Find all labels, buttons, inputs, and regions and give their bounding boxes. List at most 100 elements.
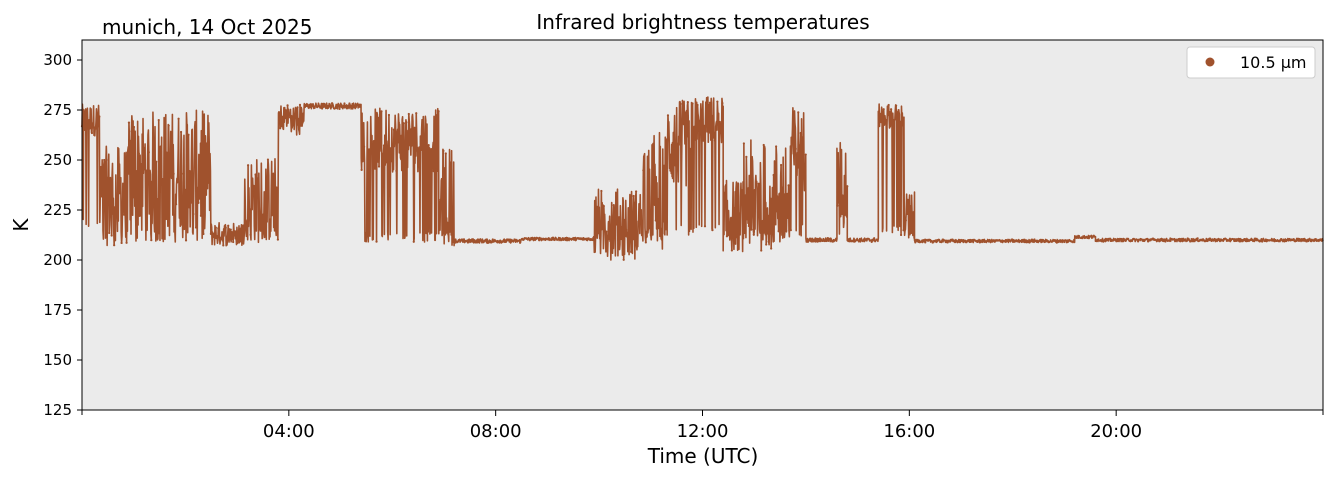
data-point: [120, 241, 123, 245]
data-point: [395, 169, 398, 173]
data-point: [197, 201, 200, 204]
data-point: [1191, 240, 1194, 243]
data-point: [981, 238, 984, 242]
data-point: [284, 114, 287, 117]
data-point: [242, 224, 245, 227]
data-point: [993, 240, 996, 243]
data-point: [100, 188, 103, 191]
data-point: [345, 107, 349, 110]
data-point: [841, 212, 844, 216]
data-point: [760, 249, 763, 252]
data-point: [875, 238, 878, 241]
data-point: [1063, 240, 1066, 244]
data-point: [853, 238, 856, 241]
data-point: [578, 237, 581, 240]
data-point: [1213, 238, 1217, 241]
data-point: [523, 237, 526, 240]
data-point: [474, 241, 477, 244]
data-point: [730, 249, 733, 252]
data-point: [1226, 239, 1229, 242]
data-point: [698, 119, 702, 122]
data-point: [757, 182, 760, 185]
data-point: [671, 176, 675, 180]
data-point: [958, 241, 962, 244]
data-point: [1102, 240, 1105, 243]
data-point: [303, 105, 306, 108]
data-point: [855, 238, 858, 241]
data-point: [306, 104, 309, 108]
data-point: [1025, 239, 1029, 242]
data-point: [355, 103, 358, 107]
data-point: [850, 240, 853, 243]
data-point: [1221, 239, 1224, 242]
data-point: [189, 201, 193, 204]
data-point: [1176, 238, 1179, 241]
data-point: [777, 230, 780, 233]
data-point: [454, 238, 457, 241]
data-point: [1073, 238, 1076, 241]
data-point: [481, 239, 484, 243]
data-point: [1166, 239, 1169, 243]
data-point: [693, 138, 697, 141]
data-point: [93, 130, 96, 133]
data-point: [914, 241, 917, 244]
data-point: [1189, 240, 1192, 243]
data-point: [115, 197, 118, 200]
data-point: [491, 238, 494, 241]
data-point: [679, 102, 682, 105]
data-point: [1181, 239, 1184, 243]
data-point: [108, 231, 111, 235]
data-point: [1206, 239, 1209, 243]
data-point: [794, 147, 797, 150]
data-point: [880, 121, 883, 124]
data-point: [1122, 240, 1125, 243]
data-point: [811, 240, 815, 243]
data-point: [868, 238, 871, 241]
data-point: [740, 188, 743, 192]
data-point: [249, 233, 252, 236]
data-point: [676, 164, 679, 167]
data-point: [533, 236, 536, 239]
data-point: [708, 101, 712, 104]
data-point: [647, 227, 650, 230]
data-point: [1149, 238, 1152, 241]
data-point: [649, 233, 652, 237]
data-point: [848, 240, 851, 243]
data-point: [1006, 239, 1009, 242]
data-point: [279, 127, 282, 130]
data-point: [1087, 237, 1090, 240]
data-point: [630, 250, 633, 253]
data-point: [1308, 238, 1311, 241]
data-point: [1080, 236, 1083, 239]
x-tick-label: 16:00: [883, 421, 935, 442]
data-point: [602, 204, 605, 208]
data-point: [261, 232, 265, 235]
data-point: [536, 237, 539, 240]
data-point: [863, 240, 866, 243]
data-point: [281, 115, 284, 118]
data-point: [449, 161, 452, 164]
data-point: [573, 236, 576, 240]
data-point: [244, 221, 247, 224]
data-point: [484, 239, 487, 242]
data-point: [580, 237, 584, 240]
data-point: [1293, 239, 1296, 243]
data-point: [873, 237, 876, 240]
data-point: [834, 238, 837, 242]
data-point: [804, 153, 807, 156]
data-point: [637, 220, 640, 224]
data-point: [588, 238, 591, 241]
data-point: [1238, 240, 1241, 243]
data-point: [1243, 238, 1246, 241]
y-tick-label: 225: [43, 201, 72, 219]
data-point: [118, 171, 121, 174]
data-point: [204, 150, 207, 153]
data-point: [1058, 239, 1061, 243]
data-point: [1318, 239, 1321, 242]
data-point: [311, 105, 314, 108]
data-point: [971, 238, 974, 242]
data-point: [387, 113, 391, 117]
data-point: [1251, 238, 1254, 241]
data-point: [184, 239, 188, 242]
data-point: [444, 152, 447, 155]
